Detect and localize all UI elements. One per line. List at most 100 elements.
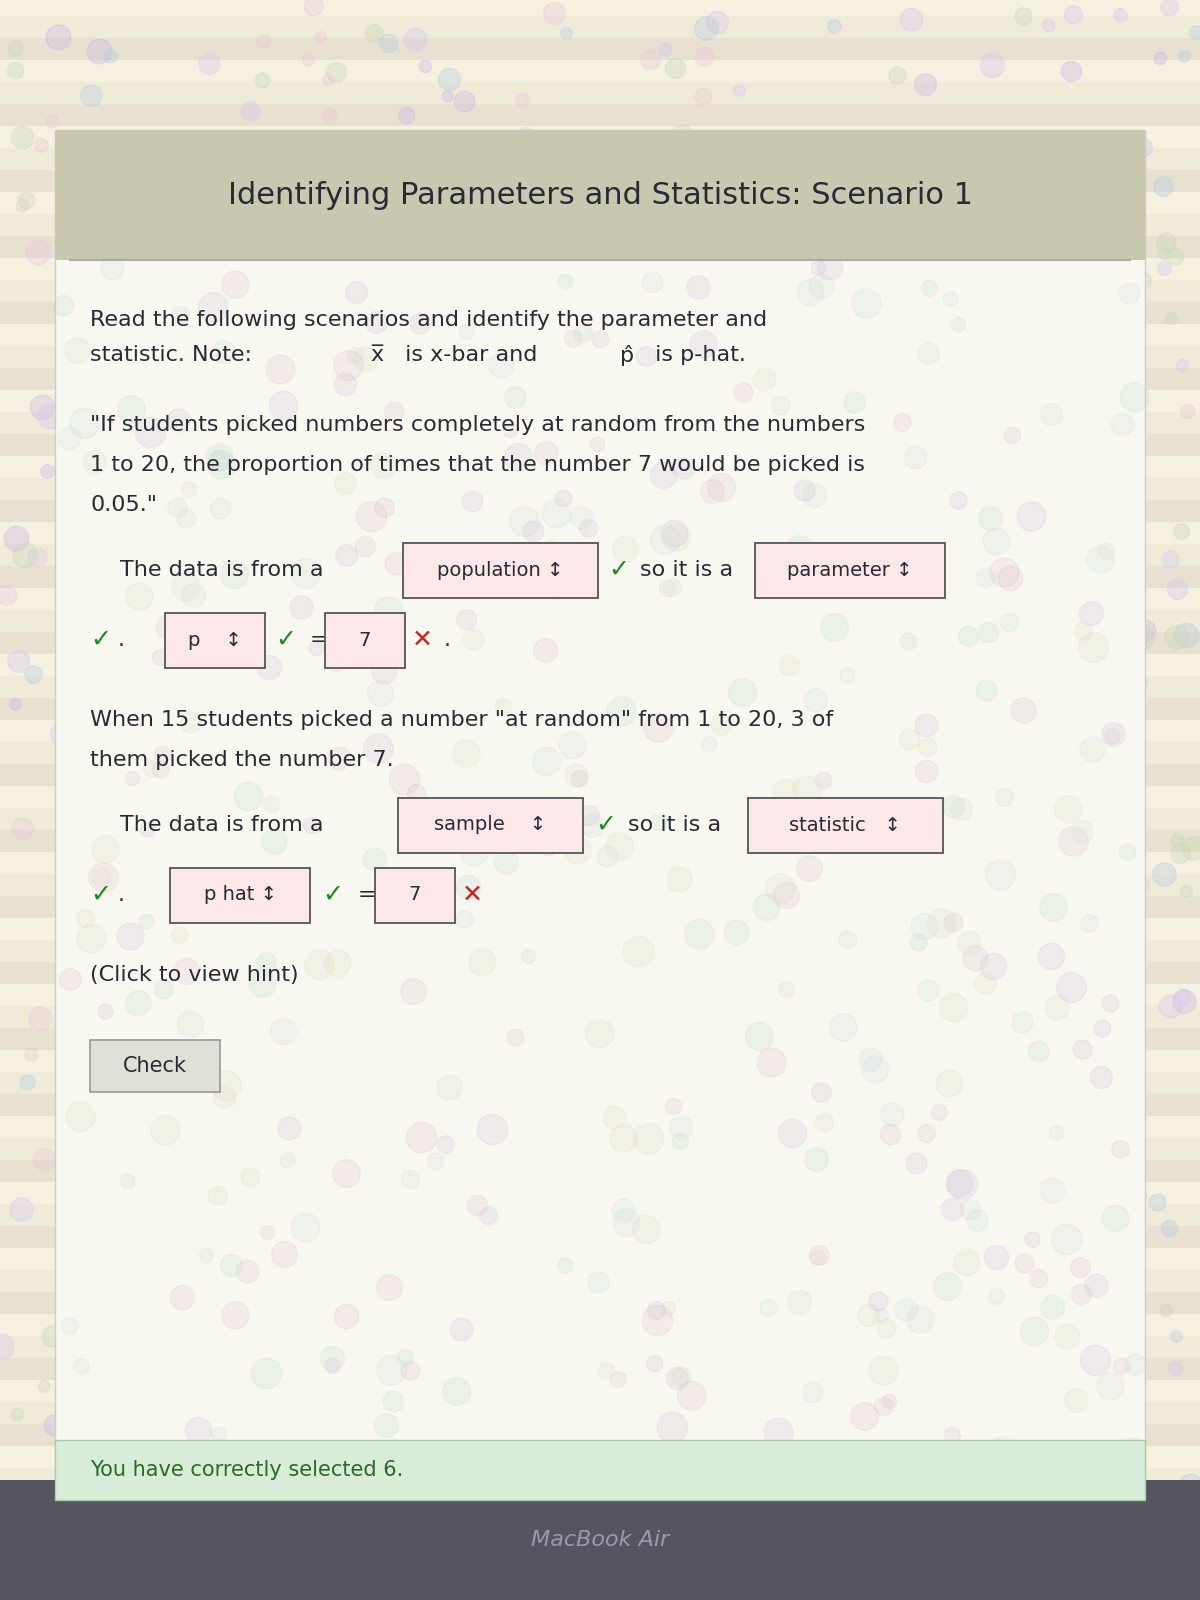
Bar <box>0 1094 1200 1117</box>
Bar <box>0 1050 1200 1072</box>
Text: is p-hat.: is p-hat. <box>648 346 746 365</box>
Bar <box>0 1248 1200 1270</box>
Text: When 15 students picked a number "at random" from 1 to 20, 3 of: When 15 students picked a number "at ran… <box>90 710 833 730</box>
Bar <box>0 0 1200 16</box>
Bar <box>0 38 1200 59</box>
Bar <box>0 632 1200 654</box>
Bar <box>0 302 1200 323</box>
Text: statistic   ↕: statistic ↕ <box>790 816 901 835</box>
Text: them picked the number 7.: them picked the number 7. <box>90 750 394 770</box>
Text: ✕: ✕ <box>412 627 433 653</box>
Text: =: = <box>358 885 377 906</box>
Text: parameter ↕: parameter ↕ <box>787 560 913 579</box>
Bar <box>0 544 1200 566</box>
Bar <box>397 797 582 853</box>
Bar <box>0 1424 1200 1446</box>
Bar <box>0 1578 1200 1600</box>
Bar <box>0 1029 1200 1050</box>
Bar <box>0 1336 1200 1358</box>
Bar <box>0 280 1200 302</box>
Bar <box>0 654 1200 675</box>
Bar <box>0 235 1200 258</box>
Text: MacBook Air: MacBook Air <box>530 1530 670 1550</box>
Text: p    ↕: p ↕ <box>188 630 242 650</box>
Bar <box>0 1226 1200 1248</box>
Bar <box>0 478 1200 499</box>
Bar <box>0 323 1200 346</box>
Bar <box>0 675 1200 698</box>
Text: sample    ↕: sample ↕ <box>434 816 546 835</box>
Bar <box>374 867 455 923</box>
Bar <box>0 170 1200 192</box>
Bar <box>0 214 1200 235</box>
Bar <box>170 867 310 923</box>
Bar <box>0 456 1200 478</box>
Bar <box>0 808 1200 830</box>
Text: Identifying Parameters and Statistics: Scenario 1: Identifying Parameters and Statistics: S… <box>228 181 972 210</box>
Bar <box>0 1072 1200 1094</box>
Bar <box>0 918 1200 939</box>
Bar <box>0 851 1200 874</box>
Bar <box>0 104 1200 126</box>
Bar <box>0 126 1200 149</box>
Bar <box>0 499 1200 522</box>
Text: ✓: ✓ <box>90 883 112 907</box>
Text: .: . <box>118 885 125 906</box>
Bar <box>0 1117 1200 1138</box>
Bar <box>0 1203 1200 1226</box>
Bar <box>0 411 1200 434</box>
Bar <box>0 765 1200 786</box>
Bar <box>0 1314 1200 1336</box>
Bar <box>0 522 1200 544</box>
Text: population ↕: population ↕ <box>437 560 563 579</box>
Bar <box>0 390 1200 411</box>
Text: so it is a: so it is a <box>640 560 733 579</box>
Text: ✓: ✓ <box>608 558 629 582</box>
Bar <box>0 1490 1200 1512</box>
Text: The data is from a: The data is from a <box>120 814 324 835</box>
Bar <box>755 542 946 597</box>
Bar <box>0 984 1200 1006</box>
Bar <box>0 1138 1200 1160</box>
Bar <box>0 610 1200 632</box>
Text: p hat ↕: p hat ↕ <box>204 885 276 904</box>
Bar <box>0 1555 1200 1578</box>
Bar <box>0 1379 1200 1402</box>
Bar <box>0 830 1200 851</box>
Text: "If students picked numbers completely at random from the numbers: "If students picked numbers completely a… <box>90 414 865 435</box>
Bar <box>0 939 1200 962</box>
Text: statistic. Note:: statistic. Note: <box>90 346 259 365</box>
Bar <box>55 1440 1145 1501</box>
Text: ✓: ✓ <box>90 627 112 653</box>
Bar <box>0 1534 1200 1555</box>
Bar <box>748 797 942 853</box>
Bar <box>55 130 1145 1501</box>
Text: =: = <box>310 630 329 650</box>
Text: Read the following scenarios and identify the parameter and: Read the following scenarios and identif… <box>90 310 767 330</box>
Text: 1 to 20, the proportion of times that the number 7 would be picked is: 1 to 20, the proportion of times that th… <box>90 454 865 475</box>
Bar <box>0 434 1200 456</box>
Bar <box>0 1006 1200 1029</box>
Text: p̂: p̂ <box>620 344 634 365</box>
Text: .: . <box>444 630 451 650</box>
Bar <box>0 587 1200 610</box>
Bar <box>0 1512 1200 1534</box>
Bar <box>0 1446 1200 1469</box>
Text: ✓: ✓ <box>595 813 616 837</box>
Text: is x-bar and: is x-bar and <box>398 346 545 365</box>
Bar <box>0 1270 1200 1293</box>
Bar <box>0 368 1200 390</box>
Bar <box>0 896 1200 918</box>
Bar <box>0 346 1200 368</box>
Text: ✓: ✓ <box>322 883 343 907</box>
Text: 0.05.": 0.05." <box>90 494 157 515</box>
Text: ✓: ✓ <box>275 627 296 653</box>
Bar <box>0 59 1200 82</box>
Bar <box>0 1358 1200 1379</box>
Bar <box>0 786 1200 808</box>
Bar <box>0 1293 1200 1314</box>
Bar <box>0 82 1200 104</box>
Bar <box>0 1469 1200 1490</box>
Bar <box>0 258 1200 280</box>
Bar <box>325 613 406 667</box>
